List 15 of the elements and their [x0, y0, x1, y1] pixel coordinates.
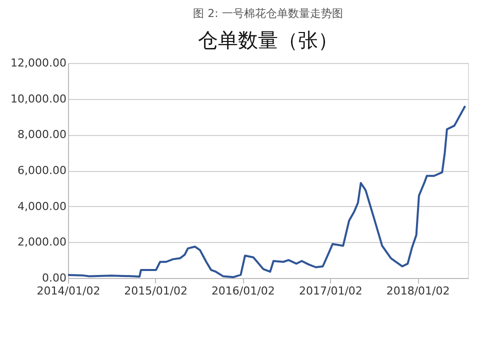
x-tick-label: 2016/01/02: [211, 284, 275, 298]
y-tick-label: 4,000.00: [18, 200, 66, 213]
chart-title: 图 2: 一号棉花仓单数量走势图: [193, 7, 343, 20]
y-tick-label: 8,000.00: [18, 128, 66, 142]
y-tick-label: 2,000.00: [18, 236, 66, 249]
chart-subtitle: 仓单数量（张）: [198, 28, 338, 52]
line-series: [67, 105, 466, 278]
x-tick-label: 2015/01/02: [124, 284, 188, 298]
x-tick-label: 2018/01/02: [386, 284, 450, 298]
y-tick-label: 12,000.00: [10, 56, 66, 70]
y-tick-label: 6,000.00: [18, 164, 66, 177]
x-tick-label: 2017/01/02: [299, 284, 362, 298]
y-tick-label: 0.00: [42, 272, 66, 284]
y-tick-label: 10,000.00: [10, 92, 66, 106]
x-tick-label: 2014/01/02: [36, 284, 100, 298]
